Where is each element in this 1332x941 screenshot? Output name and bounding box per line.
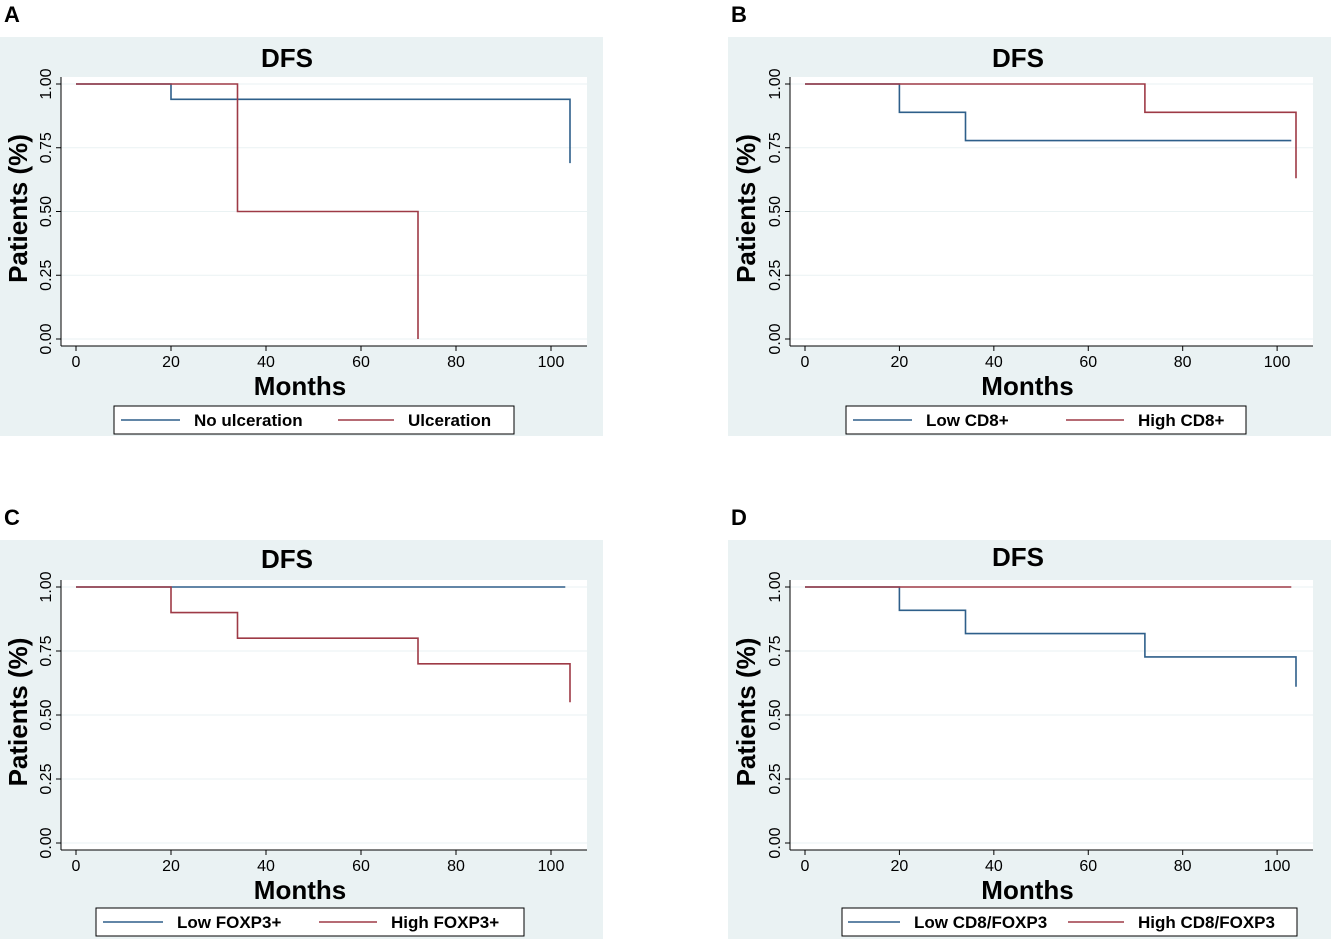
y-tick-label: 1.00 xyxy=(767,571,784,602)
y-axis-label: Patients (%) xyxy=(731,638,761,787)
legend-label-1: Low FOXP3+ xyxy=(177,913,281,932)
y-axis-label: Patients (%) xyxy=(731,134,761,283)
y-tick-label: 0.25 xyxy=(767,763,784,794)
legend: Low FOXP3+ High FOXP3+ xyxy=(96,908,524,936)
x-tick-label: 40 xyxy=(985,858,1003,875)
x-tick-label: 60 xyxy=(1079,354,1097,371)
y-tick-label: 0.00 xyxy=(767,323,784,354)
y-tick-label: 0.50 xyxy=(38,699,55,730)
legend-label-1: No ulceration xyxy=(194,411,303,430)
y-tick-label: 0.50 xyxy=(767,196,784,227)
figure-canvas: 0.00 0.25 0.50 0.75 1.00 0 20 40 60 80 100 DFS Month… xyxy=(0,0,1332,941)
x-tick-label: 60 xyxy=(352,858,370,875)
y-tick-label: 0.00 xyxy=(38,323,55,354)
x-tick-label: 0 xyxy=(801,858,810,875)
chart-panel-c: 0.00 0.25 0.50 0.75 1.00 0 20 40 60 80 100 DFS Month… xyxy=(0,540,603,939)
y-axis-label: Patients (%) xyxy=(3,134,33,283)
legend-label-2: High CD8+ xyxy=(1138,411,1225,430)
legend-label-2: Ulceration xyxy=(408,411,491,430)
legend: Low CD8/FOXP3 High CD8/FOXP3 xyxy=(842,908,1297,936)
x-tick-label: 40 xyxy=(985,354,1003,371)
x-axis-label: Months xyxy=(981,875,1073,905)
legend: Low CD8+ High CD8+ xyxy=(846,406,1246,434)
x-tick-label: 100 xyxy=(538,858,565,875)
x-tick-label: 100 xyxy=(1264,858,1291,875)
x-tick-label: 20 xyxy=(891,858,909,875)
legend-label-2: High FOXP3+ xyxy=(391,913,499,932)
chart-title: DFS xyxy=(261,544,313,574)
y-tick-label: 0.50 xyxy=(767,699,784,730)
y-tick-label: 0.75 xyxy=(767,132,784,163)
chart-title: DFS xyxy=(261,43,313,73)
x-tick-label: 0 xyxy=(72,858,81,875)
y-tick-label: 0.75 xyxy=(38,635,55,666)
x-tick-label: 40 xyxy=(257,858,275,875)
y-tick-label: 0.50 xyxy=(38,196,55,227)
legend: No ulceration Ulceration xyxy=(114,406,514,434)
x-axis-label: Months xyxy=(254,371,346,401)
y-tick-label: 0.00 xyxy=(767,827,784,858)
x-tick-label: 60 xyxy=(352,354,370,371)
x-tick-label: 80 xyxy=(1174,354,1192,371)
y-tick-label: 0.25 xyxy=(767,260,784,291)
x-axis-label: Months xyxy=(981,371,1073,401)
x-axis-label: Months xyxy=(254,875,346,905)
x-tick-label: 80 xyxy=(1174,858,1192,875)
x-tick-label: 100 xyxy=(538,354,565,371)
y-tick-label: 0.25 xyxy=(38,763,55,794)
legend-label-2: High CD8/FOXP3 xyxy=(1138,913,1275,932)
x-tick-label: 20 xyxy=(162,858,180,875)
chart-panel-b: 0.00 0.25 0.50 0.75 1.00 0 20 40 60 80 100 DFS Month… xyxy=(728,37,1331,436)
chart-panel-a: 0.00 0.25 0.50 0.75 1.00 0 20 40 60 80 100 DFS Month… xyxy=(0,37,603,436)
y-tick-label: 1.00 xyxy=(767,68,784,99)
y-tick-label: 0.75 xyxy=(38,132,55,163)
y-tick-label: 0.00 xyxy=(38,827,55,858)
chart-panel-d: 0.00 0.25 0.50 0.75 1.00 0 20 40 60 80 100 DFS Month… xyxy=(728,540,1331,939)
y-axis-label: Patients (%) xyxy=(3,638,33,787)
y-tick-label: 1.00 xyxy=(38,571,55,602)
x-tick-label: 0 xyxy=(801,354,810,371)
chart-title: DFS xyxy=(992,542,1044,572)
x-tick-label: 40 xyxy=(257,354,275,371)
legend-label-1: Low CD8/FOXP3 xyxy=(914,913,1047,932)
chart-title: DFS xyxy=(992,43,1044,73)
x-tick-label: 20 xyxy=(891,354,909,371)
y-tick-label: 1.00 xyxy=(38,68,55,99)
legend-label-1: Low CD8+ xyxy=(926,411,1009,430)
y-tick-label: 0.75 xyxy=(767,635,784,666)
x-tick-label: 0 xyxy=(72,354,81,371)
y-tick-label: 0.25 xyxy=(38,260,55,291)
x-tick-label: 60 xyxy=(1079,858,1097,875)
x-tick-label: 80 xyxy=(447,858,465,875)
x-tick-label: 20 xyxy=(162,354,180,371)
x-tick-label: 80 xyxy=(447,354,465,371)
x-tick-label: 100 xyxy=(1264,354,1291,371)
